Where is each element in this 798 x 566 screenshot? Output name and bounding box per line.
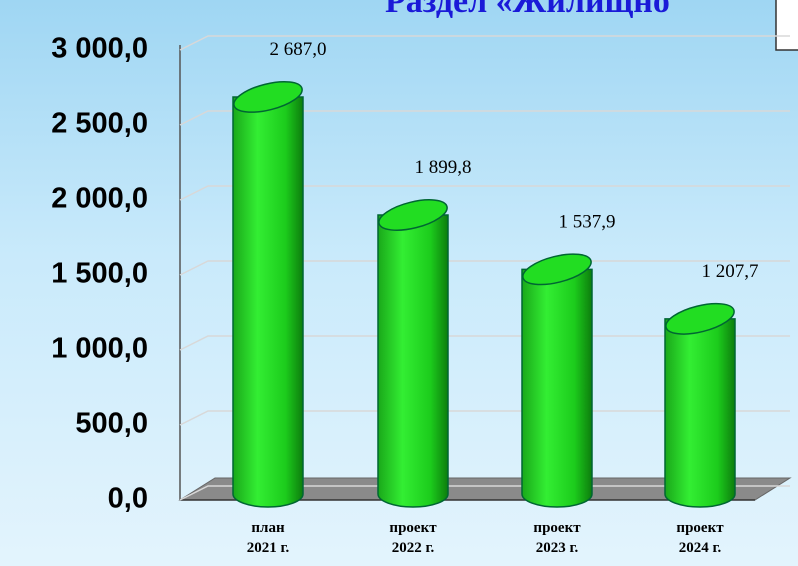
bar-body — [233, 97, 303, 507]
y-tick-label: 2 500,0 — [51, 108, 148, 140]
bar-body — [378, 215, 448, 507]
y-tick-label: 0,0 — [108, 483, 148, 515]
chart: Раздел «Жилищно 0,0 500,0 1 000,0 1 500,0 2 … — [0, 0, 798, 566]
bar-body — [522, 269, 592, 507]
x-tick-label: проект 2023 г. — [497, 518, 617, 558]
y-tick-label: 2 000,0 — [51, 183, 148, 215]
x-tick-label: план 2021 г. — [208, 518, 328, 558]
bar — [376, 194, 450, 507]
bar-body — [665, 319, 735, 507]
bar — [231, 76, 305, 507]
y-tick-label: 3 000,0 — [51, 33, 148, 65]
y-tick-label: 1 500,0 — [51, 258, 148, 290]
bar — [663, 298, 737, 507]
x-tick-label: проект 2022 г. — [353, 518, 473, 558]
chart-svg: Раздел «Жилищно 0,0 500,0 1 000,0 1 500,0 2 … — [0, 0, 798, 566]
y-tick-label: 500,0 — [75, 408, 148, 440]
bar — [520, 248, 594, 507]
value-label: 1 537,9 — [559, 211, 616, 232]
value-label: 1 899,8 — [415, 157, 472, 178]
value-label: 2 687,0 — [270, 39, 327, 60]
chart-title: Раздел «Жилищно — [385, 0, 670, 20]
value-label: 1 207,7 — [702, 261, 759, 282]
y-tick-label: 1 000,0 — [51, 333, 148, 365]
corner-box — [776, 0, 798, 50]
x-tick-label: проект 2024 г. — [640, 518, 760, 558]
